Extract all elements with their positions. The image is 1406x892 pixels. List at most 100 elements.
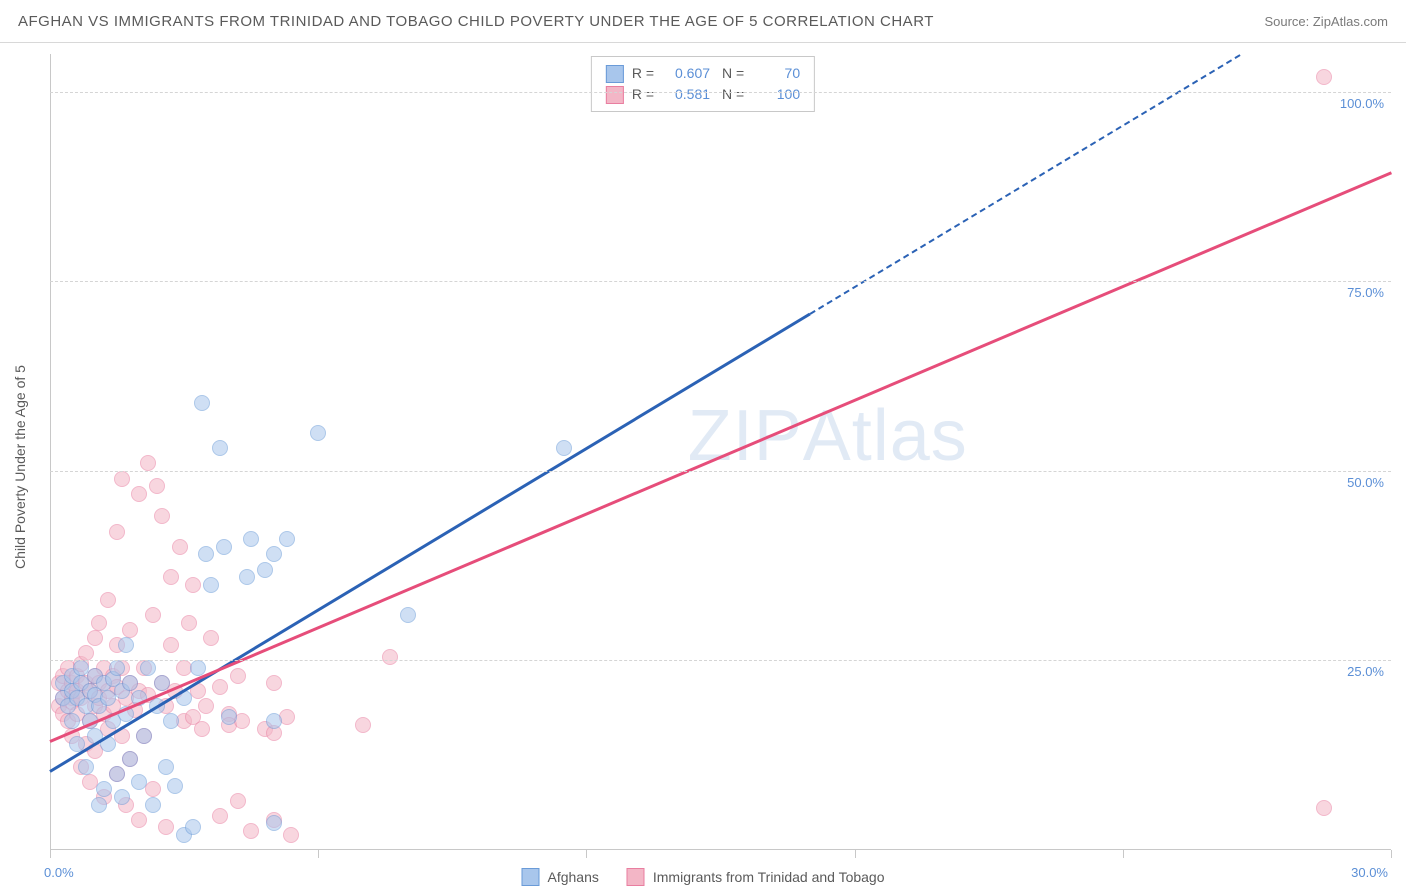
- r-value-afghans: 0.607: [662, 63, 710, 84]
- data-point: [131, 812, 147, 828]
- legend-item-afghans: Afghans: [521, 868, 598, 886]
- data-point: [1316, 800, 1332, 816]
- data-point: [239, 569, 255, 585]
- swatch-icon: [627, 868, 645, 886]
- data-point: [109, 524, 125, 540]
- data-point: [149, 478, 165, 494]
- data-point: [78, 645, 94, 661]
- data-point: [212, 808, 228, 824]
- data-point: [382, 649, 398, 665]
- data-point: [203, 577, 219, 593]
- data-point: [145, 797, 161, 813]
- data-point: [145, 607, 161, 623]
- data-point: [131, 486, 147, 502]
- data-point: [158, 819, 174, 835]
- data-point: [136, 728, 152, 744]
- data-point: [216, 539, 232, 555]
- data-point: [122, 675, 138, 691]
- data-point: [163, 637, 179, 653]
- data-point: [87, 630, 103, 646]
- x-tick: [50, 850, 51, 858]
- y-tick-label: 100.0%: [1340, 96, 1384, 111]
- n-value-afghans: 70: [752, 63, 800, 84]
- legend-row-afghans: R = 0.607 N = 70: [606, 63, 800, 84]
- x-tick: [586, 850, 587, 858]
- data-point: [198, 698, 214, 714]
- swatch-trinidad: [606, 86, 624, 104]
- data-point: [78, 759, 94, 775]
- data-point: [257, 562, 273, 578]
- chart-source: Source: ZipAtlas.com: [1264, 14, 1388, 29]
- data-point: [185, 819, 201, 835]
- data-point: [198, 546, 214, 562]
- data-point: [145, 781, 161, 797]
- data-point: [194, 721, 210, 737]
- data-point: [266, 675, 282, 691]
- watermark: ZIPAtlas: [688, 395, 968, 477]
- trend-line: [49, 172, 1391, 743]
- data-point: [203, 630, 219, 646]
- data-point: [243, 531, 259, 547]
- data-point: [96, 781, 112, 797]
- data-point: [118, 637, 134, 653]
- series-name-trinidad: Immigrants from Trinidad and Tobago: [653, 869, 885, 885]
- y-tick-label: 25.0%: [1347, 664, 1384, 679]
- plot-region: ZIPAtlas: [50, 54, 1391, 850]
- data-point: [154, 508, 170, 524]
- data-point: [163, 569, 179, 585]
- data-point: [122, 622, 138, 638]
- chart-header: AFGHAN VS IMMIGRANTS FROM TRINIDAD AND T…: [0, 0, 1406, 43]
- data-point: [194, 395, 210, 411]
- data-point: [181, 615, 197, 631]
- chart-area: Child Poverty Under the Age of 5 ZIPAtla…: [0, 42, 1406, 892]
- x-tick: [855, 850, 856, 858]
- data-point: [221, 709, 237, 725]
- data-point: [91, 615, 107, 631]
- data-point: [109, 660, 125, 676]
- legend-item-trinidad: Immigrants from Trinidad and Tobago: [627, 868, 885, 886]
- gridline: [50, 92, 1391, 93]
- trend-line: [809, 54, 1240, 315]
- data-point: [279, 709, 295, 725]
- correlation-legend: R = 0.607 N = 70 R = 0.581 N = 100: [591, 56, 815, 112]
- data-point: [1316, 69, 1332, 85]
- series-legend: Afghans Immigrants from Trinidad and Tob…: [521, 868, 884, 886]
- data-point: [122, 751, 138, 767]
- data-point: [400, 607, 416, 623]
- data-point: [167, 778, 183, 794]
- data-point: [243, 823, 259, 839]
- data-point: [230, 793, 246, 809]
- data-point: [283, 827, 299, 843]
- data-point: [109, 766, 125, 782]
- x-tick: [318, 850, 319, 858]
- data-point: [279, 531, 295, 547]
- trend-line: [49, 313, 810, 773]
- n-value-trinidad: 100: [752, 84, 800, 105]
- swatch-icon: [521, 868, 539, 886]
- y-axis-label: Child Poverty Under the Age of 5: [12, 365, 28, 569]
- data-point: [131, 774, 147, 790]
- r-value-trinidad: 0.581: [662, 84, 710, 105]
- data-point: [158, 759, 174, 775]
- swatch-afghans: [606, 65, 624, 83]
- x-tick: [1123, 850, 1124, 858]
- data-point: [212, 440, 228, 456]
- chart-title: AFGHAN VS IMMIGRANTS FROM TRINIDAD AND T…: [18, 13, 934, 30]
- data-point: [114, 471, 130, 487]
- data-point: [212, 679, 228, 695]
- data-point: [172, 539, 188, 555]
- data-point: [266, 815, 282, 831]
- data-point: [556, 440, 572, 456]
- data-point: [230, 668, 246, 684]
- data-point: [185, 577, 201, 593]
- y-tick-label: 50.0%: [1347, 475, 1384, 490]
- legend-row-trinidad: R = 0.581 N = 100: [606, 84, 800, 105]
- data-point: [91, 797, 107, 813]
- x-tick-label: 0.0%: [44, 865, 74, 880]
- data-point: [355, 717, 371, 733]
- data-point: [310, 425, 326, 441]
- x-tick: [1391, 850, 1392, 858]
- y-tick-label: 75.0%: [1347, 285, 1384, 300]
- data-point: [140, 455, 156, 471]
- gridline: [50, 471, 1391, 472]
